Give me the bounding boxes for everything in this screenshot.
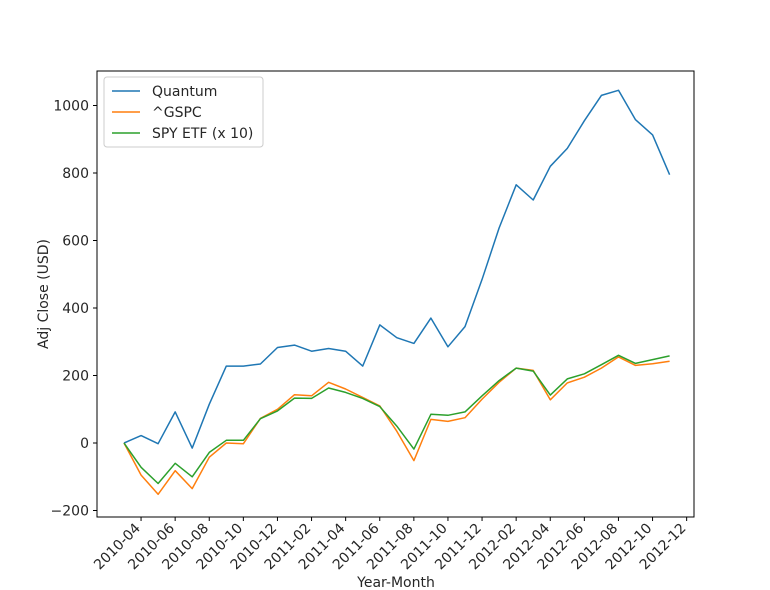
y-tick-label: 600	[62, 234, 89, 250]
legend-label: Quantum	[152, 84, 217, 100]
plot-area-frame	[96, 70, 695, 518]
y-tick-label: −200	[51, 504, 89, 520]
legend-label: SPY ETF (x 10)	[152, 126, 253, 142]
series-line-1	[123, 356, 670, 496]
y-tick-label: 400	[62, 301, 89, 317]
series-line-0	[123, 89, 671, 449]
y-tick-label: 1000	[53, 99, 89, 115]
series-lines	[123, 89, 671, 496]
x-axis-ticks: 2010-042010-062010-082010-102010-122011-…	[91, 517, 689, 573]
y-axis-label: Adj Close (USD)	[36, 239, 52, 349]
legend-box	[103, 76, 264, 148]
y-tick-label: 0	[80, 436, 89, 452]
legend: Quantum ^GSPC SPY ETF (x 10)	[103, 76, 264, 148]
y-tick-label: 200	[62, 369, 89, 385]
legend-entries: Quantum ^GSPC SPY ETF (x 10)	[112, 84, 253, 142]
series-line-2	[123, 354, 670, 485]
x-axis-label: Year-Month	[356, 575, 435, 590]
legend-label: ^GSPC	[152, 105, 202, 121]
y-tick-label: 800	[62, 166, 89, 182]
y-axis-ticks: −200 0 200 400 600 800 1000	[51, 99, 97, 520]
